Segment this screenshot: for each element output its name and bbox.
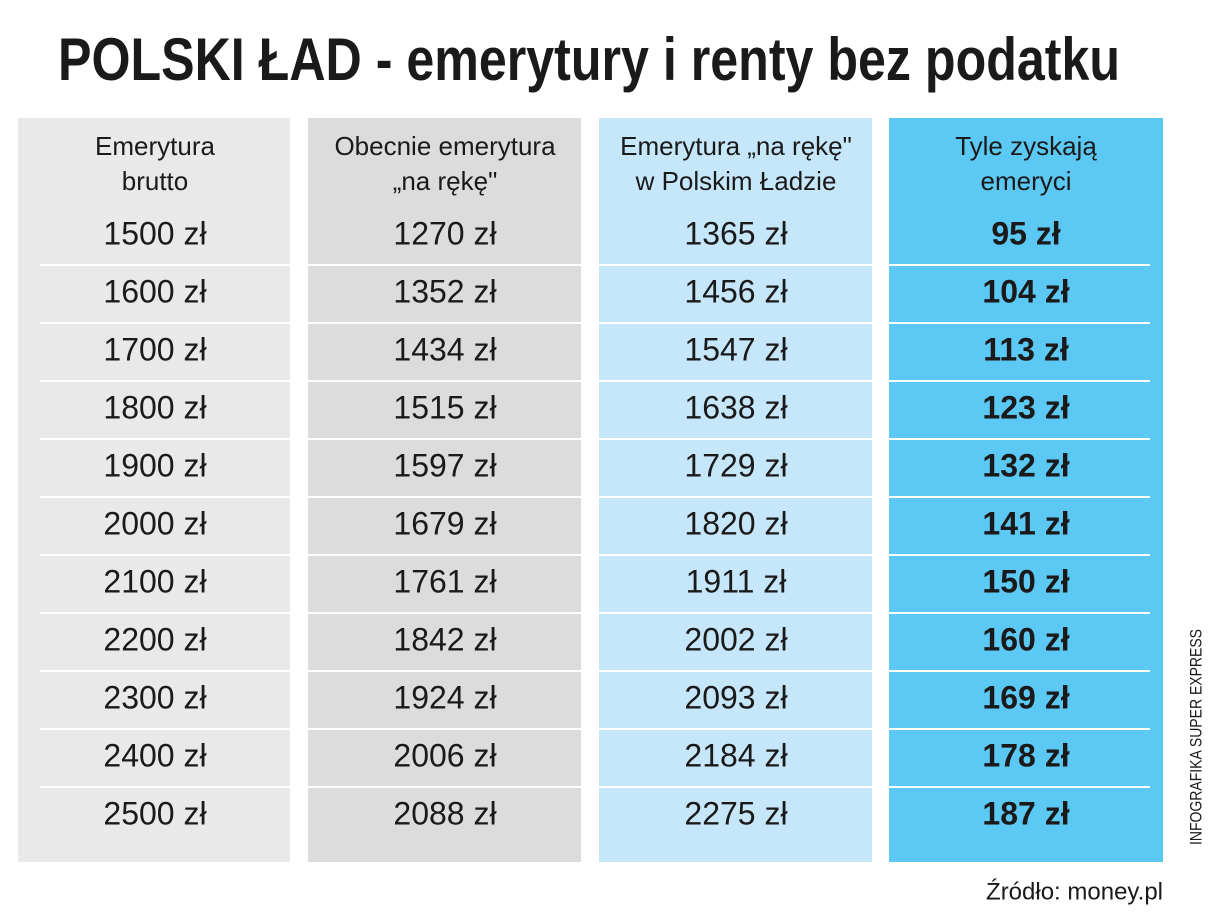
cell: 1270 zł xyxy=(393,215,496,251)
cell: 2500 zł xyxy=(103,795,206,831)
cell: 132 zł xyxy=(982,447,1069,483)
cell: 1820 zł xyxy=(684,505,787,541)
cell: 169 zł xyxy=(982,679,1069,715)
source: Źródło: money.pl xyxy=(986,878,1163,905)
column-header: w Polskim Ładzie xyxy=(635,166,837,196)
cell: 1456 zł xyxy=(684,273,787,309)
cell: 2275 zł xyxy=(684,795,787,831)
cell: 113 zł xyxy=(983,331,1069,367)
cell: 1679 zł xyxy=(393,505,496,541)
cell: 2006 zł xyxy=(393,737,496,773)
cell: 1547 zł xyxy=(684,331,787,367)
column-bg xyxy=(308,118,581,862)
column-header: Tyle zyskają xyxy=(955,131,1097,161)
cell: 1729 zł xyxy=(684,447,787,483)
cell: 2088 zł xyxy=(393,795,496,831)
cell: 2002 zł xyxy=(684,621,787,657)
cell: 1515 zł xyxy=(393,389,496,425)
cell: 2184 zł xyxy=(684,737,787,773)
cell: 1911 zł xyxy=(686,563,787,599)
cell: 2300 zł xyxy=(103,679,206,715)
cell: 95 zł xyxy=(991,215,1060,251)
column-bg xyxy=(599,118,872,862)
cell: 1761 zł xyxy=(393,563,496,599)
column-header: Emerytura xyxy=(95,131,215,161)
cell: 160 zł xyxy=(982,621,1069,657)
cell: 1500 zł xyxy=(103,215,206,251)
cell: 2000 zł xyxy=(103,505,206,541)
column-header: „na rękę" xyxy=(393,166,498,196)
column-header: Emerytura „na rękę" xyxy=(620,131,852,161)
cell: 1800 zł xyxy=(103,389,206,425)
title: POLSKI ŁAD - emerytury i renty bez podat… xyxy=(58,26,1120,93)
column-header: emeryci xyxy=(980,166,1071,196)
column-header: Obecnie emerytura xyxy=(334,131,556,161)
cell: 104 zł xyxy=(982,273,1069,309)
cell: 2100 zł xyxy=(103,563,206,599)
cell: 1900 zł xyxy=(103,447,206,483)
cell: 1924 zł xyxy=(393,679,496,715)
credit: INFOGRAFIKA SUPER EXPRESS xyxy=(1186,629,1205,845)
cell: 150 zł xyxy=(982,563,1069,599)
column-bg xyxy=(889,118,1163,862)
cell: 1365 zł xyxy=(684,215,787,251)
cell: 1638 zł xyxy=(684,389,787,425)
cell: 178 zł xyxy=(982,737,1069,773)
cell: 2400 zł xyxy=(103,737,206,773)
cell: 1434 zł xyxy=(393,331,496,367)
cell: 1600 zł xyxy=(103,273,206,309)
cell: 2093 zł xyxy=(684,679,787,715)
cell: 1352 zł xyxy=(393,273,496,309)
cell: 1842 zł xyxy=(393,621,496,657)
cell: 141 zł xyxy=(982,505,1069,541)
cell: 123 zł xyxy=(982,389,1069,425)
column-bg xyxy=(18,118,290,862)
cell: 187 zł xyxy=(982,795,1069,831)
cell: 1597 zł xyxy=(393,447,496,483)
column-header: brutto xyxy=(122,166,189,196)
cell: 2200 zł xyxy=(103,621,206,657)
cell: 1700 zł xyxy=(103,331,206,367)
